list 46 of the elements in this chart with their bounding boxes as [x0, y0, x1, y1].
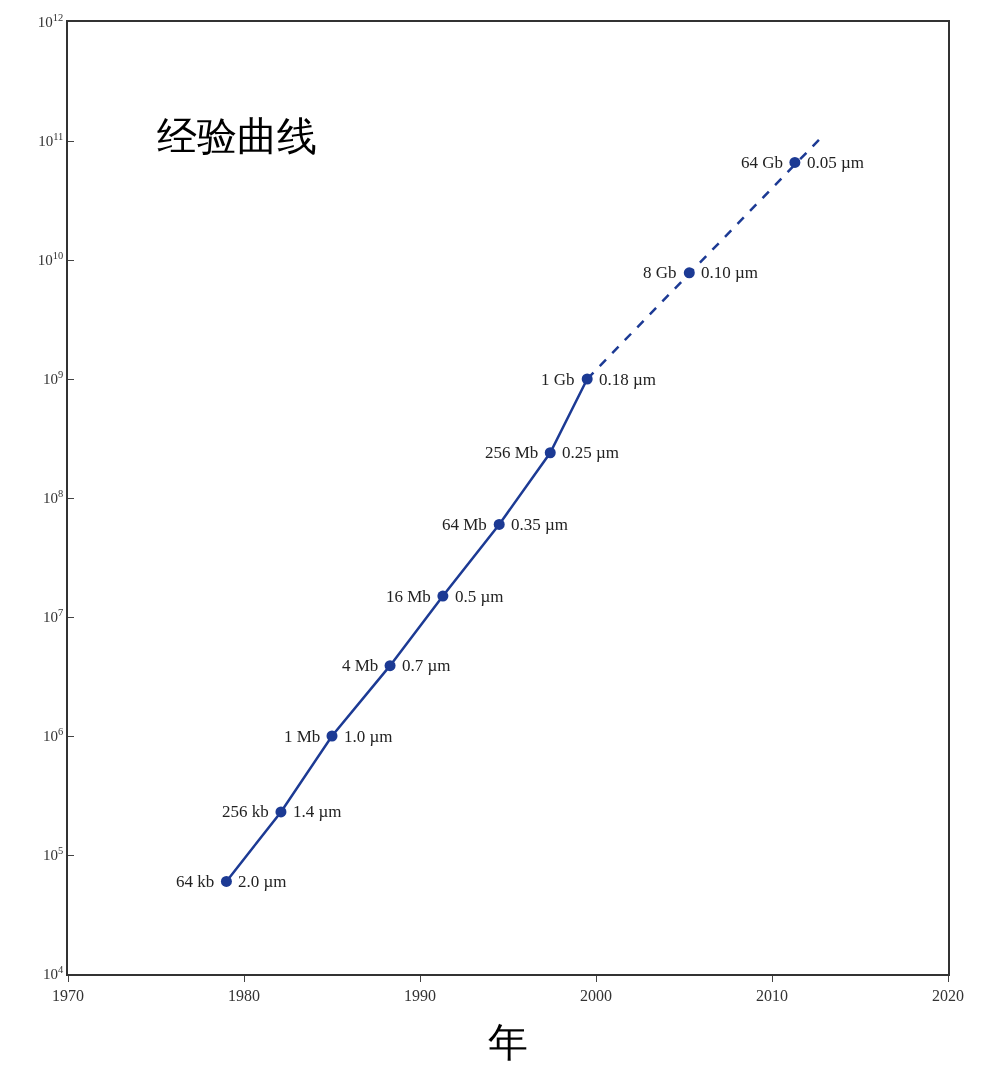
x-tick-label: 2010: [756, 986, 788, 1004]
annotation: 1.4 µm: [293, 802, 342, 821]
point: [384, 660, 396, 672]
point: [437, 590, 449, 602]
annotation: 1 Mb: [284, 727, 321, 746]
y-tick-label: 10$^{6}$: [43, 725, 64, 745]
annotation: 1 Gb: [541, 370, 575, 389]
annotation: 0.18 µm: [599, 370, 657, 389]
text: 经验曲线: [157, 112, 318, 159]
point: [683, 267, 695, 279]
annotation: 2.0 µm: [238, 872, 287, 891]
annotation: 64 Mb: [442, 515, 487, 534]
point: [493, 518, 505, 530]
y-tick-label: 10$^{12}$: [37, 11, 64, 31]
x-tick-label: 1980: [228, 986, 260, 1004]
annotation: 0.25 µm: [562, 443, 620, 462]
y-tick-label: 10$^{7}$: [43, 606, 64, 626]
point: [275, 806, 287, 818]
y-tick-label: 10$^{9}$: [43, 368, 64, 388]
annotation: 0.35 µm: [511, 515, 569, 534]
annotation: 0.5 µm: [455, 587, 504, 606]
annotation: 0.05 µm: [807, 153, 865, 172]
x-tick-label: 2000: [580, 986, 612, 1004]
y-tick-label: 10$^{11}$: [38, 130, 64, 150]
x-tick-label: 1970: [52, 986, 84, 1004]
y-tick-label: 10$^{10}$: [37, 249, 64, 269]
annotation: 4 Mb: [342, 656, 379, 675]
y-tick-label: 10$^{8}$: [43, 487, 64, 507]
annotation: 256 kb: [222, 802, 269, 821]
point: [326, 730, 338, 742]
point: [789, 156, 801, 168]
annotation: 1.0 µm: [344, 727, 393, 746]
x-tick-label: 2020: [932, 986, 964, 1004]
y-tick-label: 10$^{4}$: [43, 963, 64, 983]
annotation: 256 Mb: [485, 443, 539, 462]
annotation: 16 Mb: [386, 587, 431, 606]
annotation: 0.7 µm: [402, 656, 451, 675]
annotation: 64 kb: [176, 872, 215, 891]
annotation: 64 Gb: [741, 153, 784, 172]
x-tick-label: 1990: [404, 986, 436, 1004]
y-tick-label: 10$^{5}$: [43, 844, 64, 864]
annotation: 8 Gb: [643, 263, 677, 282]
point: [544, 447, 556, 459]
x-axis-title: 年: [488, 1018, 528, 1065]
point: [220, 875, 232, 887]
annotation: 0.10 µm: [701, 263, 759, 282]
